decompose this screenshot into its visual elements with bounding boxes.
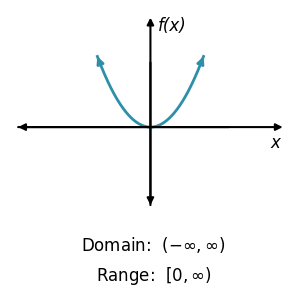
Text: x: x xyxy=(271,134,281,152)
Text: Domain:  $(-\infty,\infty)$: Domain: $(-\infty,\infty)$ xyxy=(81,235,226,255)
Text: Range:  $[0,\infty)$: Range: $[0,\infty)$ xyxy=(95,265,212,287)
Text: f(x): f(x) xyxy=(158,17,186,35)
